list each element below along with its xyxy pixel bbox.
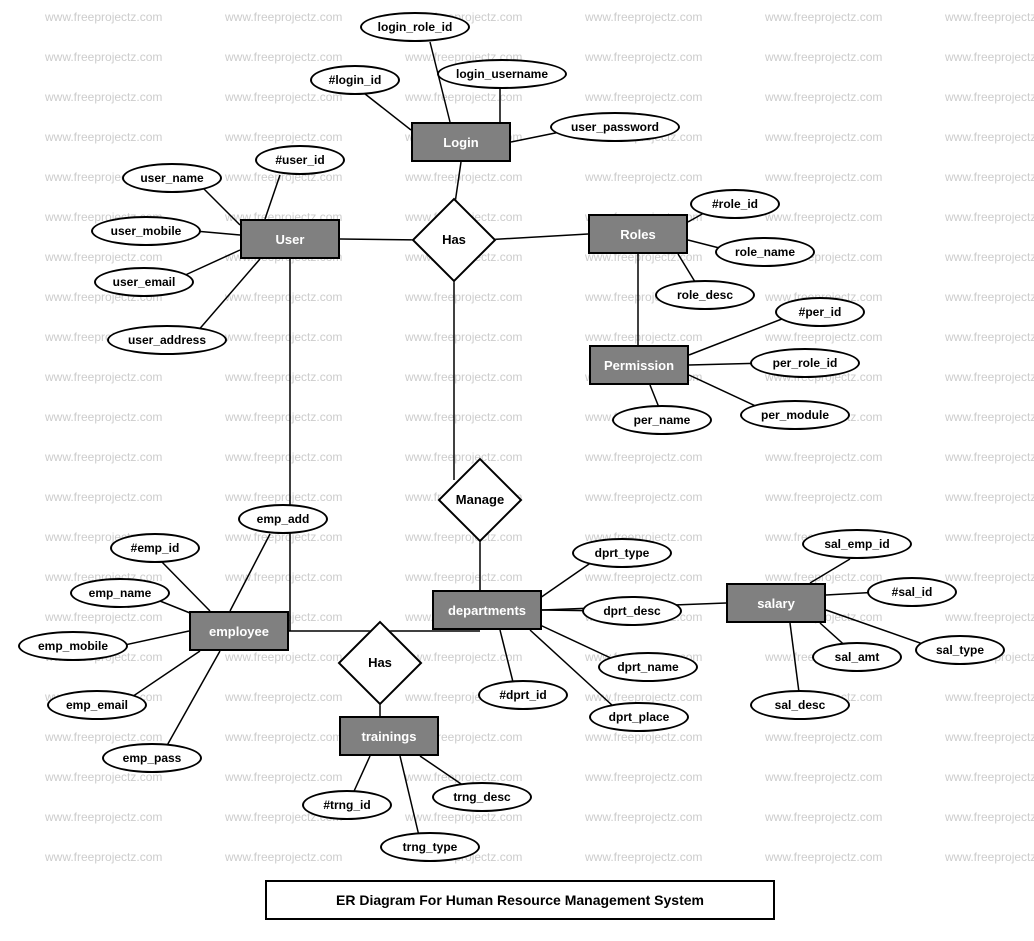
entity-permission: Permission xyxy=(589,345,689,385)
attribute-user-address: user_address xyxy=(107,325,227,355)
attribute--trng-id: #trng_id xyxy=(302,790,392,820)
entity-user: User xyxy=(240,219,340,259)
attribute--role-id: #role_id xyxy=(690,189,780,219)
diagram-title-box: ER Diagram For Human Resource Management… xyxy=(265,880,775,920)
attribute-user-mobile: user_mobile xyxy=(91,216,201,246)
attribute--emp-id: #emp_id xyxy=(110,533,200,563)
attribute--dprt-id: #dprt_id xyxy=(478,680,568,710)
attribute--sal-id: #sal_id xyxy=(867,577,957,607)
attribute-role-name: role_name xyxy=(715,237,815,267)
attribute--per-id: #per_id xyxy=(775,297,865,327)
attribute-user-email: user_email xyxy=(94,267,194,297)
attribute-emp-mobile: emp_mobile xyxy=(18,631,128,661)
relationship-label-manage: Manage xyxy=(438,492,522,507)
entity-login: Login xyxy=(411,122,511,162)
attribute-emp-name: emp_name xyxy=(70,578,170,608)
entity-departments: departments xyxy=(432,590,542,630)
entity-employee: employee xyxy=(189,611,289,651)
attribute-per-role-id: per_role_id xyxy=(750,348,860,378)
attribute-emp-add: emp_add xyxy=(238,504,328,534)
attribute-sal-emp-id: sal_emp_id xyxy=(802,529,912,559)
entity-salary: salary xyxy=(726,583,826,623)
relationship-label-has2: Has xyxy=(338,655,422,670)
er-diagram-canvas: Login User Roles Permission employee departme… xyxy=(0,0,1034,941)
attribute-per-module: per_module xyxy=(740,400,850,430)
entity-roles: Roles xyxy=(588,214,688,254)
attribute-trng-type: trng_type xyxy=(380,832,480,862)
attribute-emp-pass: emp_pass xyxy=(102,743,202,773)
attribute-sal-amt: sal_amt xyxy=(812,642,902,672)
attribute-sal-desc: sal_desc xyxy=(750,690,850,720)
attribute-dprt-name: dprt_name xyxy=(598,652,698,682)
attribute--user-id: #user_id xyxy=(255,145,345,175)
attribute-user-name: user_name xyxy=(122,163,222,193)
attribute-dprt-type: dprt_type xyxy=(572,538,672,568)
attribute-sal-type: sal_type xyxy=(915,635,1005,665)
attribute-dprt-place: dprt_place xyxy=(589,702,689,732)
relationship-label-has1: Has xyxy=(412,232,496,247)
attribute-role-desc: role_desc xyxy=(655,280,755,310)
attribute-login-role-id: login_role_id xyxy=(360,12,470,42)
attribute-login-username: login_username xyxy=(437,59,567,89)
attribute-per-name: per_name xyxy=(612,405,712,435)
attribute--login-id: #login_id xyxy=(310,65,400,95)
attribute-trng-desc: trng_desc xyxy=(432,782,532,812)
attribute-dprt-desc: dprt_desc xyxy=(582,596,682,626)
attribute-emp-email: emp_email xyxy=(47,690,147,720)
attribute-user-password: user_password xyxy=(550,112,680,142)
entity-trainings: trainings xyxy=(339,716,439,756)
